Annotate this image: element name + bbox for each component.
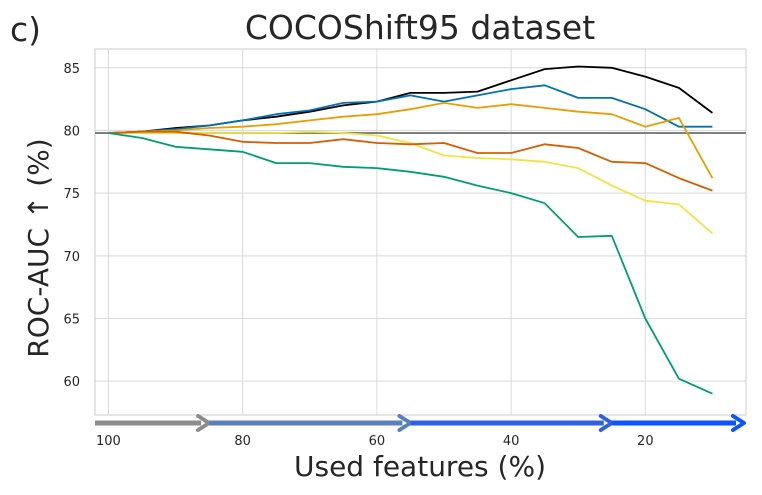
x-tick-label: 40	[503, 434, 520, 449]
y-tick-label: 75	[63, 187, 80, 202]
y-tick-label: 85	[63, 62, 80, 77]
x-tick-label: 100	[96, 434, 121, 449]
arrow-head-3	[598, 414, 614, 432]
chart-title: COCOShift95 dataset	[245, 8, 595, 47]
y-axis-label: ROC-AUC ↑ (%)	[22, 138, 55, 357]
panel-label: c)	[10, 10, 41, 49]
series-lines	[108, 65, 714, 395]
arrow-head-4	[731, 414, 746, 432]
y-tick-labels: 60 65 70 75 80 85	[63, 62, 80, 390]
x-tick-label: 60	[369, 434, 386, 449]
series-line-6	[108, 132, 713, 395]
y-tick-label: 70	[63, 250, 80, 265]
x-tick-labels: 100 80 60 40 20	[96, 434, 654, 449]
x-axis-label: Used features (%)	[294, 450, 546, 483]
x-tick-label: 20	[637, 434, 654, 449]
y-tick-label: 60	[63, 375, 80, 390]
x-tick-label: 80	[234, 434, 251, 449]
y-tick-label: 80	[63, 124, 80, 139]
series-line-2	[108, 84, 713, 134]
series-line-5	[108, 130, 713, 192]
y-tick-label: 65	[63, 312, 80, 327]
series-line-3	[108, 102, 714, 179]
grid	[95, 49, 746, 415]
progress-arrows	[95, 414, 746, 432]
plot-frame	[94, 48, 747, 416]
series-line-1	[108, 65, 713, 134]
series-line-4	[108, 130, 713, 234]
